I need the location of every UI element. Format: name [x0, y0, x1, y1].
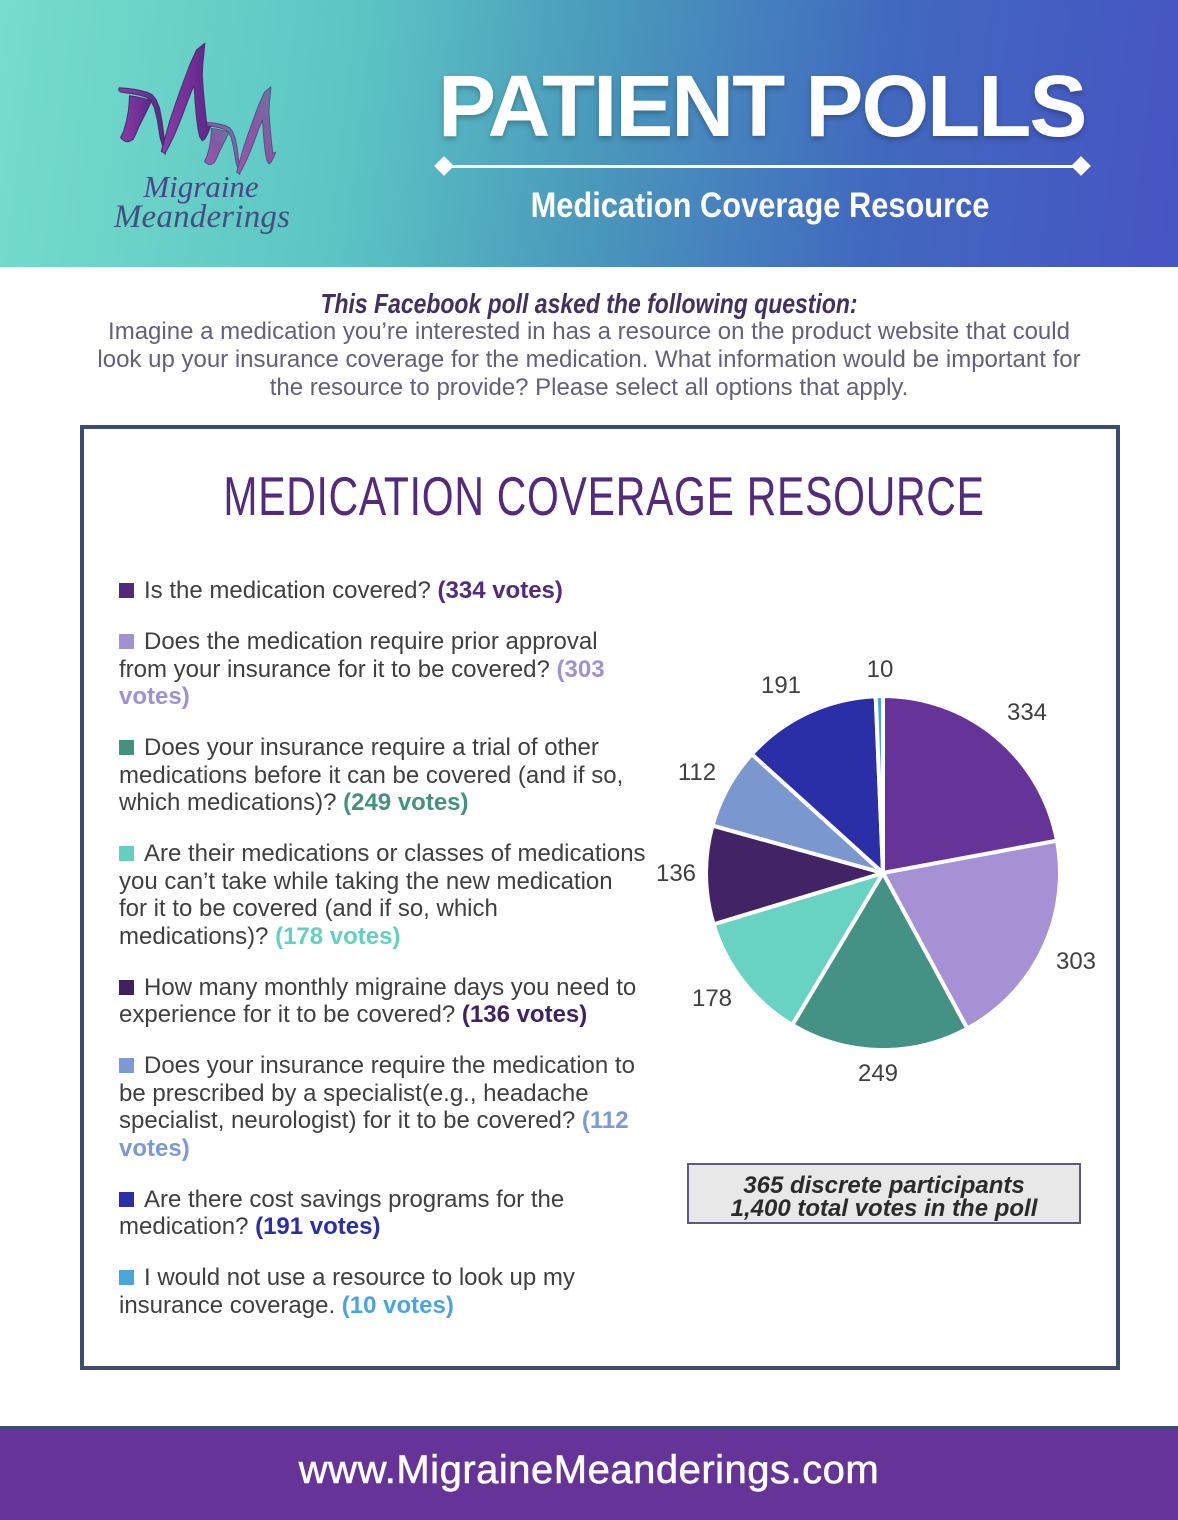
svg-text:Migraine: Migraine	[142, 169, 259, 204]
svg-text:112: 112	[678, 759, 716, 786]
svg-text:10: 10	[867, 656, 894, 683]
svg-text:136: 136	[656, 860, 696, 887]
svg-text:303: 303	[1056, 948, 1096, 975]
svg-text:178: 178	[692, 985, 732, 1012]
svg-text:Meanderings: Meanderings	[113, 199, 290, 235]
svg-text:334: 334	[1007, 699, 1047, 726]
svg-text:191: 191	[761, 672, 801, 699]
svg-text:249: 249	[858, 1060, 898, 1087]
